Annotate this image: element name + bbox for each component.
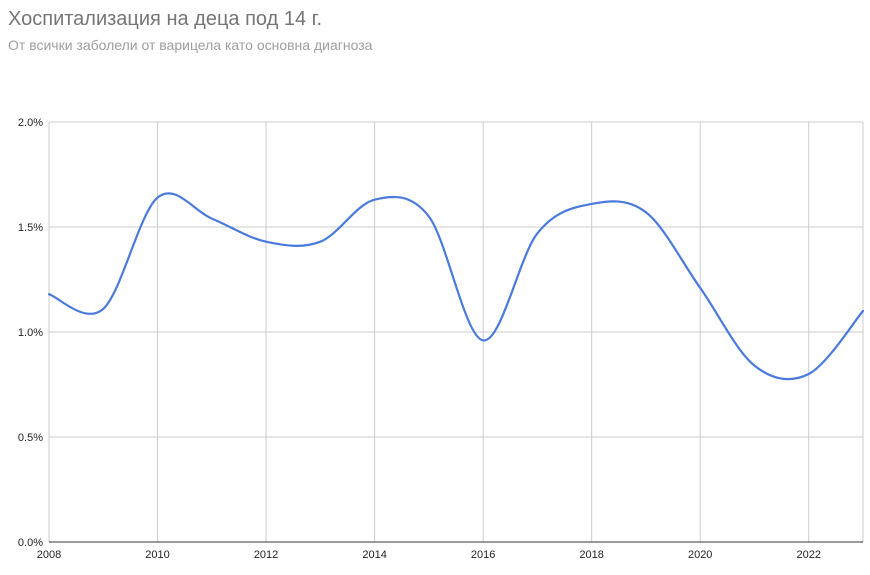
grid-lines <box>48 121 864 542</box>
y-tick-label: 0.0% <box>18 537 43 549</box>
axes: 0.0% 0.5% 1.0% 1.5% 2.0% 2008 2010 2012 2014 2016… <box>18 117 863 561</box>
x-tick-label: 2012 <box>254 549 278 561</box>
y-tick-label: 0.5% <box>18 432 43 444</box>
series-layer <box>47 192 865 381</box>
x-tick-label: 2020 <box>688 549 712 561</box>
x-tick-label: 2016 <box>471 549 495 561</box>
x-tick-label: 2010 <box>145 549 169 561</box>
x-tick-label: 2022 <box>796 549 820 561</box>
chart-title: Хоспитализация на деца под 14 г. <box>8 8 323 30</box>
y-tick-label: 2.0% <box>18 117 43 129</box>
x-tick-label: 2014 <box>362 549 386 561</box>
chart-subtitle: От всички заболели от варицела като осно… <box>8 37 373 53</box>
x-tick-label: 2008 <box>37 549 61 561</box>
x-tick-label: 2018 <box>579 549 603 561</box>
y-tick-label: 1.0% <box>18 327 43 339</box>
y-tick-label: 1.5% <box>18 222 43 234</box>
series-line <box>47 192 865 381</box>
